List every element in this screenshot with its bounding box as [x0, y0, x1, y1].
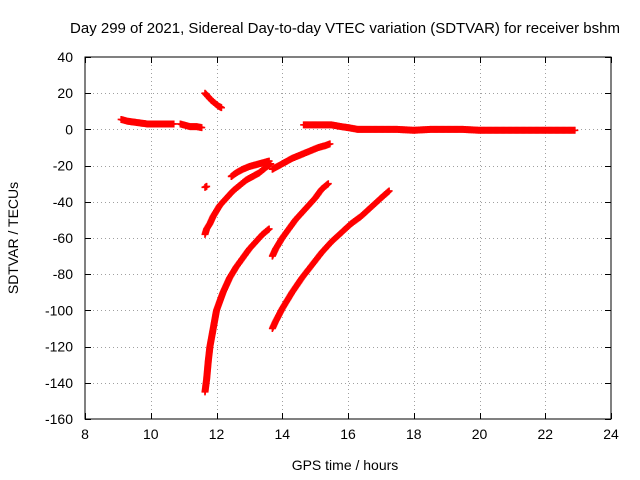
- series-arc-4: [201, 182, 211, 191]
- series-arc-5: [201, 160, 275, 238]
- x-tick-label: 8: [81, 426, 89, 442]
- series-arc-8: [268, 140, 334, 173]
- x-tick-label: 14: [274, 426, 290, 442]
- chart-title: Day 299 of 2021, Sidereal Day-to-day VTE…: [70, 20, 620, 37]
- x-axis-label: GPS time / hours: [292, 457, 399, 473]
- series-arc-3: [201, 89, 225, 112]
- series-arc-7: [201, 225, 273, 396]
- y-tick-label: -40: [53, 194, 73, 210]
- series-arc-11: [300, 121, 579, 134]
- series-arc-1: [117, 115, 178, 128]
- series-arc-9: [268, 180, 332, 260]
- series-arc-10: [268, 187, 393, 332]
- y-tick-label: -20: [53, 158, 73, 174]
- x-tick-label: 18: [406, 426, 422, 442]
- x-tick-label: 16: [340, 426, 356, 442]
- x-tick-label: 12: [209, 426, 225, 442]
- series-arc-2: [176, 120, 206, 132]
- data-point: [265, 157, 273, 165]
- data-point: [198, 124, 206, 132]
- data-point: [326, 140, 334, 148]
- x-tick-label: 22: [537, 426, 553, 442]
- data-point: [170, 120, 178, 128]
- data-point: [571, 126, 579, 134]
- x-tick-label: 10: [143, 426, 159, 442]
- data-point: [217, 104, 225, 112]
- data-point: [203, 182, 211, 190]
- data-points: [117, 89, 579, 396]
- data-point: [324, 180, 332, 188]
- x-tick-label: 20: [472, 426, 488, 442]
- y-axis-label: SDTVAR / TECUs: [5, 182, 21, 294]
- y-tick-label: 40: [57, 49, 73, 65]
- y-tick-label: -80: [53, 266, 73, 282]
- data-point: [385, 187, 393, 195]
- y-tick-label: -140: [45, 375, 73, 391]
- x-tick-label: 24: [603, 426, 619, 442]
- y-tick-label: -160: [45, 411, 73, 427]
- y-tick-label: 0: [65, 121, 73, 137]
- data-point: [265, 225, 273, 233]
- series-arc-6: [227, 157, 273, 180]
- y-tick-label: 20: [57, 85, 73, 101]
- y-tick-label: -100: [45, 302, 73, 318]
- y-tick-label: -120: [45, 339, 73, 355]
- axis-ticks: 8 10 12 14 16 18 20 22 24 40 20 0 -20 -40 -60 -80 -100 -1…: [45, 49, 619, 442]
- y-tick-label: -60: [53, 230, 73, 246]
